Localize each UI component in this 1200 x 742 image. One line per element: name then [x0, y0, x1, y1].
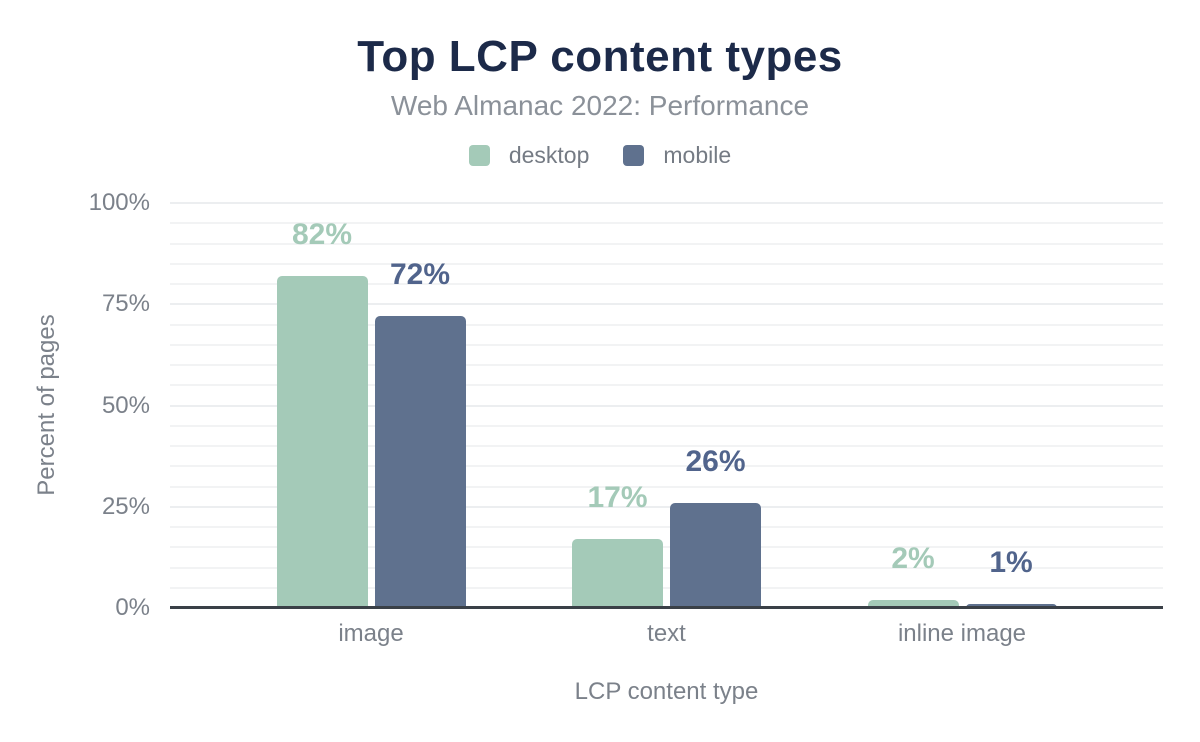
bar-slot-desktop-text: 17%	[572, 483, 663, 608]
gridline-75	[170, 303, 1163, 306]
gridline-90	[170, 242, 1163, 245]
gridline-30	[170, 485, 1163, 488]
gridline-65	[170, 343, 1163, 346]
gridline-100	[170, 202, 1163, 204]
y-tick-75: 75%	[101, 290, 150, 318]
value-label-desktop-inline-image: 2%	[891, 541, 935, 575]
gridline-20	[170, 526, 1163, 528]
legend-item-desktop[interactable]: desktop	[468, 142, 590, 169]
gridline-35	[170, 465, 1163, 468]
bar-slot-mobile-text: 26%	[670, 444, 761, 608]
bar-mobile-text[interactable]	[670, 502, 761, 608]
gridline-5	[170, 586, 1163, 589]
bar-desktop-image[interactable]	[276, 275, 368, 608]
gridline-80	[170, 283, 1163, 285]
chart-title: Top LCP content types	[357, 32, 843, 81]
bar-group-image: 82% 72%	[276, 217, 466, 608]
y-tick-25: 25%	[101, 492, 150, 520]
plot-area: 82% 72% 17% 26% 2% 1% 0% 25% 50% 75% 100%	[89, 189, 1163, 621]
gridline-45	[170, 424, 1163, 427]
chart-subtitle: Web Almanac 2022: Performance	[390, 90, 810, 121]
bar-slot-mobile-image: 72%	[374, 258, 466, 608]
value-label-mobile-image: 72%	[389, 258, 451, 292]
legend: desktop mobile	[0, 142, 1200, 169]
legend-swatch-desktop	[468, 145, 490, 166]
bar-mobile-inline-image[interactable]	[965, 603, 1057, 608]
bar-desktop-text[interactable]	[572, 539, 663, 608]
x-category-labels: image text inline image	[170, 620, 1163, 648]
bar-slot-desktop-image: 82%	[276, 217, 368, 608]
legend-item-mobile[interactable]: mobile	[623, 142, 731, 169]
value-label-mobile-inline-image: 1%	[989, 545, 1033, 579]
bar-group-inline-image: 2% 1%	[867, 541, 1057, 608]
bar-desktop-inline-image[interactable]	[867, 599, 959, 608]
gridline-50	[170, 404, 1163, 407]
bar-groups: 82% 72% 17% 26% 2% 1%	[170, 203, 1163, 608]
gridline-85	[170, 262, 1163, 265]
gridline-25	[170, 505, 1163, 508]
gridline-10	[170, 566, 1163, 569]
legend-label: desktop	[508, 142, 590, 168]
y-tick-0: 0%	[115, 594, 150, 621]
value-label-desktop-text: 17%	[587, 481, 648, 515]
bar-slot-mobile-inline-image: 1%	[965, 545, 1057, 608]
category-label-image: image	[338, 620, 404, 647]
gridline-40	[170, 445, 1163, 447]
bar-group-text: 17% 26%	[572, 444, 761, 608]
value-label-mobile-text: 26%	[685, 444, 746, 478]
gridline-55	[170, 384, 1163, 387]
bar-slot-desktop-inline-image: 2%	[867, 541, 959, 608]
value-label-desktop-image: 82%	[291, 217, 353, 251]
category-label-text: text	[647, 620, 686, 647]
x-axis-title: LCP content type	[574, 678, 759, 705]
y-tick-50: 50%	[101, 391, 150, 419]
bar-mobile-image[interactable]	[374, 316, 466, 608]
x-axis-line	[170, 606, 1163, 609]
gridline-70	[170, 323, 1163, 326]
gridline-15	[170, 546, 1163, 549]
y-tick-100: 100%	[88, 189, 150, 216]
category-label-inline-image: inline image	[897, 620, 1027, 647]
gridline-95	[170, 222, 1163, 225]
gridline-60	[170, 364, 1163, 366]
legend-swatch-mobile	[623, 145, 645, 166]
legend-label: mobile	[663, 142, 732, 168]
